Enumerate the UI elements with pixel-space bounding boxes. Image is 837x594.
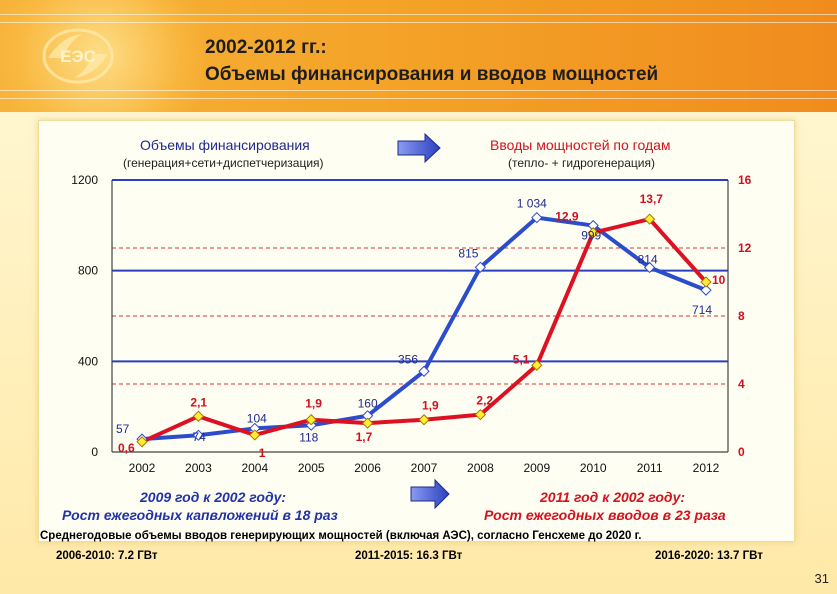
chart-marks [136,211,712,448]
capacity-point [643,213,656,225]
capacity-data-label: 1 [259,446,266,460]
finance-point [418,365,430,377]
footer-note: Среднегодовые объемы вводов генерирующих… [40,530,642,542]
finance-caption-subtitle: (генерация+сети+диспетчеризация) [123,156,324,170]
title-line-1: 2002-2012 гг.: [205,37,327,58]
right-tick-label: 12 [738,241,752,255]
capacity-caption-title: Вводы мощностей по годам [490,137,671,153]
x-tick-label: 2002 [129,461,156,475]
header-glow [0,0,220,112]
capacity-data-label: 2,1 [190,395,207,409]
finance-point [361,410,374,422]
slide-content [0,112,837,594]
footer-period-3: 2016-2020: 13.7 ГВт [655,550,763,562]
arrow-icon [410,478,450,510]
finance-data-label: 74 [192,430,206,444]
chart-panel [38,120,795,542]
capacity-caption-subtitle: (тепло- + гидрогенерация) [508,156,655,170]
chart-texts: 0 400 800 1200 0 4 8 12 16 2002 2003 2004 2005 2006 20… [71,173,751,475]
finance-point [249,422,261,435]
x-tick-label: 2007 [411,461,438,475]
capacity-data-label: 1,9 [422,399,439,413]
capacity-data-label: 13,7 [640,192,664,206]
x-tick-label: 2004 [241,461,268,475]
x-tick-label: 2012 [693,461,720,475]
company-logo: ЕЭС [42,28,114,84]
capacity-data-label: 12,9 [555,210,579,224]
capacity-point [136,436,148,448]
capacity-point [361,417,374,429]
capacity-conclusion-line-1: 2011 год к 2002 году: [540,489,686,505]
finance-conclusion-line-1: 2009 год к 2002 году: [140,489,287,505]
right-tick-label: 0 [738,445,745,459]
x-tick-label: 2005 [298,461,325,475]
chart-axes [111,180,729,452]
header-stripe [0,90,837,91]
finance-data-label: 160 [358,397,378,411]
finance-data-label: 814 [638,252,658,266]
slide-header: ЕЭС 2002-2012 гг.: Объемы финансирования… [0,0,837,112]
finance-point [587,219,599,232]
capacity-data-label: 10 [712,273,726,287]
capacity-point [700,276,712,288]
capacity-point [249,429,261,441]
logo-text: ЕЭС [60,47,96,66]
capacity-point [474,408,487,421]
x-tick-label: 2011 [637,461,663,475]
capacity-point [418,414,430,426]
x-tick-label: 2003 [185,461,212,475]
header-stripe [0,22,837,23]
x-tick-label: 2010 [580,461,607,475]
finance-data-label: 815 [458,246,478,260]
finance-point [700,284,712,296]
capacity-data-label: 1,9 [305,397,322,411]
right-tick-label: 8 [738,309,745,323]
capacity-data-label: 2,2 [476,394,493,408]
finance-point [531,211,543,224]
finance-data-label: 714 [692,303,712,317]
finance-conclusion-line-2: Рост ежегодных капвложений в 18 раз [62,507,338,523]
arrow-icon [397,132,441,164]
right-tick-label: 16 [738,173,752,187]
capacity-point [587,227,599,239]
finance-caption-title: Объемы финансирования [140,137,310,153]
capacity-data-label: 0,6 [118,441,135,455]
left-tick-label: 800 [78,264,98,278]
header-stripe [0,98,837,99]
finance-point [192,429,205,441]
finance-point [643,261,656,274]
finance-data-label: 118 [299,430,318,444]
right-tick-label: 4 [738,377,745,391]
footer-period-2: 2011-2015: 16.3 ГВт [355,550,463,562]
x-tick-label: 2006 [354,461,381,475]
left-tick-label: 0 [91,445,98,459]
finance-data-label: 104 [247,411,267,425]
finance-data-label: 999 [581,229,601,243]
finance-data-label: 1 034 [517,197,547,211]
left-tick-label: 400 [78,354,98,368]
capacity-data-label: 5,1 [513,352,530,366]
capacity-data-label: 1,7 [356,430,373,444]
page-number: 31 [814,571,829,586]
capacity-point [531,359,543,371]
x-tick-label: 2009 [523,461,550,475]
x-tick-label: 2008 [467,461,494,475]
header-stripe [0,14,837,15]
capacity-point [192,410,205,422]
capacity-point [305,414,317,426]
capacity-conclusion-line-2: Рост ежегодных вводов в 23 раза [484,507,726,523]
finance-data-label: 57 [116,422,130,436]
finance-data-label: 356 [398,352,418,366]
left-tick-label: 1200 [71,173,98,187]
slide-title: 2002-2012 гг.: Объемы финансирования и в… [205,34,658,88]
finance-point [474,261,487,273]
title-line-2: Объемы финансирования и вводов мощностей [205,64,659,85]
footer-period-1: 2006-2010: 7.2 ГВт [56,550,158,562]
